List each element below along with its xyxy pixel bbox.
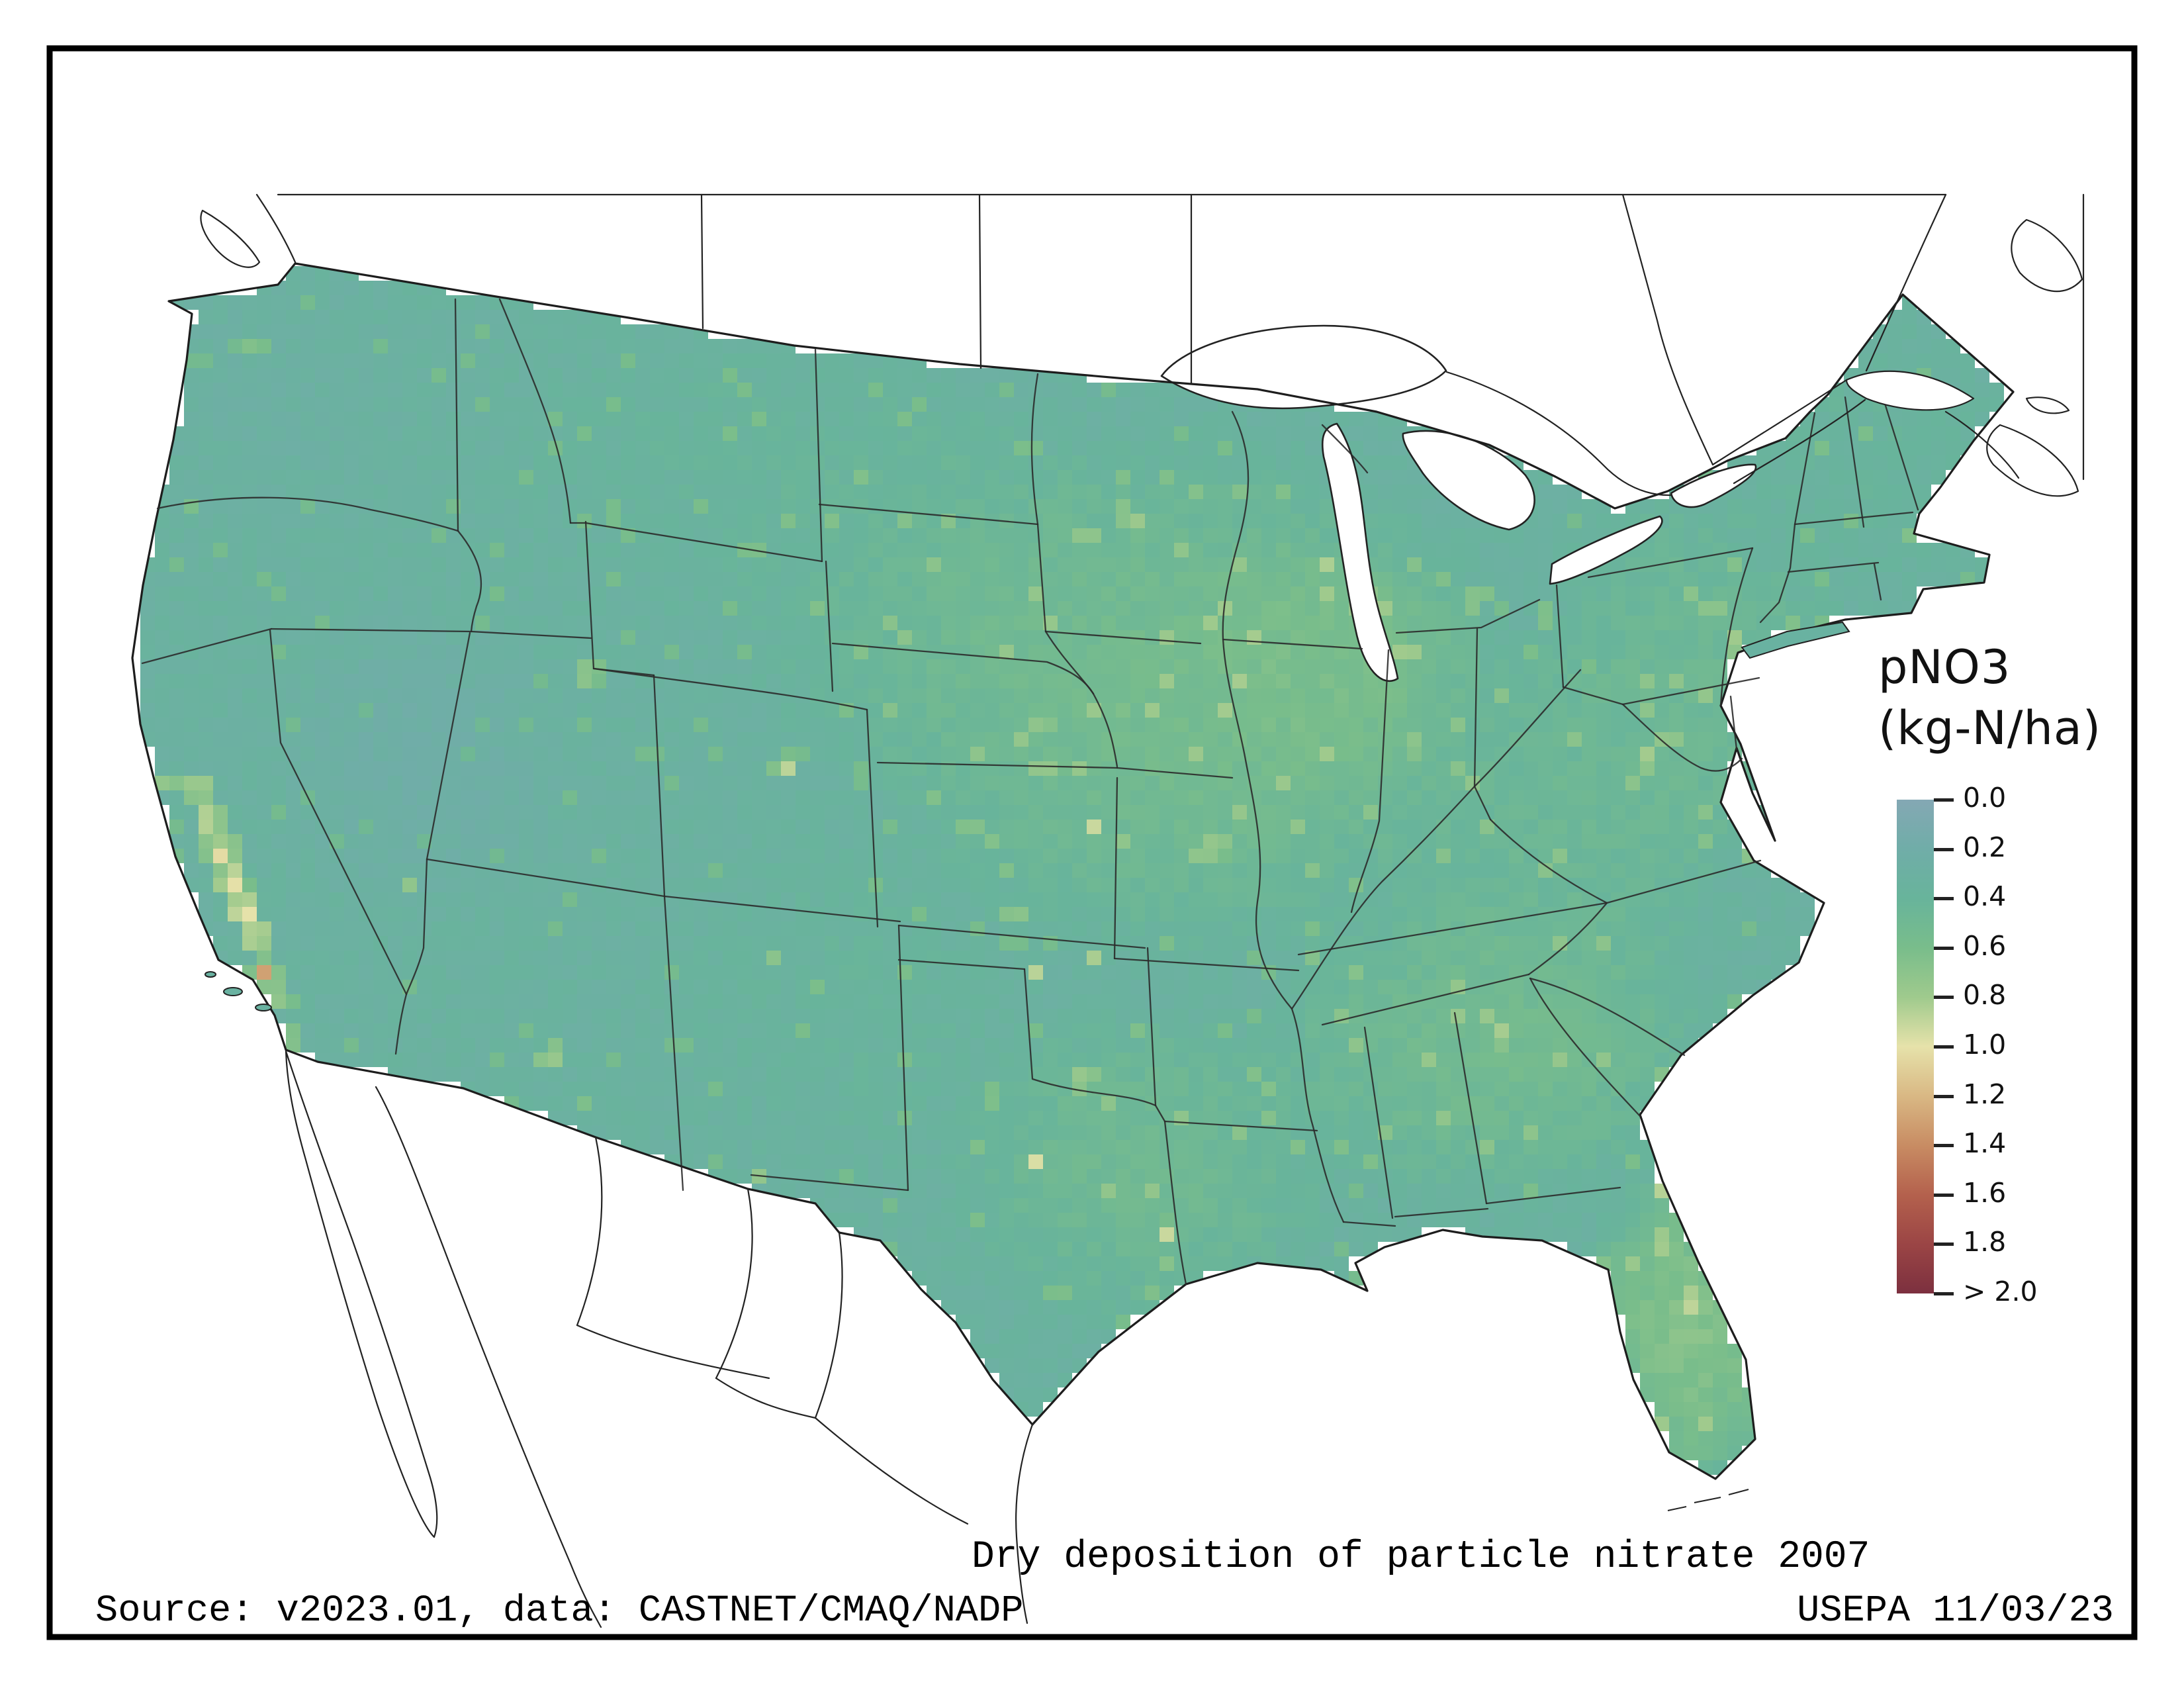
legend-tick-mark <box>1934 996 1954 1000</box>
newfoundland <box>2011 218 2083 293</box>
islands <box>205 621 1850 1511</box>
nova-scotia <box>1986 424 2079 497</box>
legend-tick-label: 0.4 <box>1963 880 2007 913</box>
legend-title-units: (kg-N/ha) <box>1878 701 2102 755</box>
plot-frame <box>46 45 2138 1640</box>
gaspe-peninsula <box>1845 370 1975 411</box>
legend-tick-label: 0.6 <box>1963 929 2007 962</box>
credit-text: USEPA 11/03/23 <box>1797 1590 2114 1632</box>
long-island <box>1741 621 1850 659</box>
source-text: Source: v2023.01, data: CASTNET/CMAQ/NAD… <box>95 1590 1024 1632</box>
legend-tick-mark <box>1934 1045 1954 1049</box>
great-lakes <box>1160 324 1757 682</box>
vancouver-island <box>200 209 261 268</box>
prince-edward-island <box>2025 397 2070 414</box>
lake-ontario <box>1670 463 1757 508</box>
state-borders <box>141 298 1919 1286</box>
channel-island <box>205 971 216 978</box>
legend-tick-mark <box>1934 946 1954 950</box>
legend-tick-label: 1.4 <box>1963 1127 2007 1160</box>
legend-tick-mark <box>1934 1193 1954 1197</box>
lake-superior <box>1160 324 1447 410</box>
channel-island <box>223 987 243 996</box>
map-title: Dry deposition of particle nitrate 2007 <box>972 1536 1870 1579</box>
legend-tick-label: 0.8 <box>1963 979 2007 1011</box>
legend-tick-label: 1.0 <box>1963 1029 2007 1060</box>
legend-tick-label: 1.6 <box>1963 1176 2007 1209</box>
legend-colorbar <box>1897 800 1934 1293</box>
lake-erie <box>1549 515 1663 585</box>
legend-tick-mark <box>1934 847 1954 851</box>
florida-keys <box>1667 1489 1749 1511</box>
legend-tick-mark <box>1934 798 1954 802</box>
lake-michigan <box>1321 422 1399 682</box>
legend-tick-label: 1.8 <box>1963 1226 2007 1258</box>
legend-tick-mark <box>1934 1094 1954 1098</box>
legend-title: pNO3 (kg-N/ha) <box>1878 637 2169 759</box>
legend-tick-label: 0.0 <box>1963 782 2007 814</box>
legend-tick-label: 1.2 <box>1963 1078 2007 1110</box>
mexico-outlines <box>285 1050 1034 1628</box>
channel-island <box>255 1004 272 1011</box>
legend-tick-mark <box>1934 897 1954 901</box>
legend: pNO3 (kg-N/ha) 0.0 0.2 0.4 0.6 0.8 1.0 1.2 1.4 1… <box>1878 637 2169 1307</box>
legend-tick-mark <box>1934 1243 1954 1246</box>
legend-tick-mark <box>1934 1144 1954 1148</box>
legend-tick-mark <box>1934 1292 1954 1295</box>
us-border-outline <box>131 262 2015 1480</box>
legend-tick-label: 0.2 <box>1963 831 2007 863</box>
baja-california <box>285 1050 438 1538</box>
canada-outlines <box>200 193 2085 497</box>
legend-tick-label: > 2.0 <box>1963 1276 2038 1307</box>
legend-title-variable: pNO3 <box>1878 640 2011 694</box>
